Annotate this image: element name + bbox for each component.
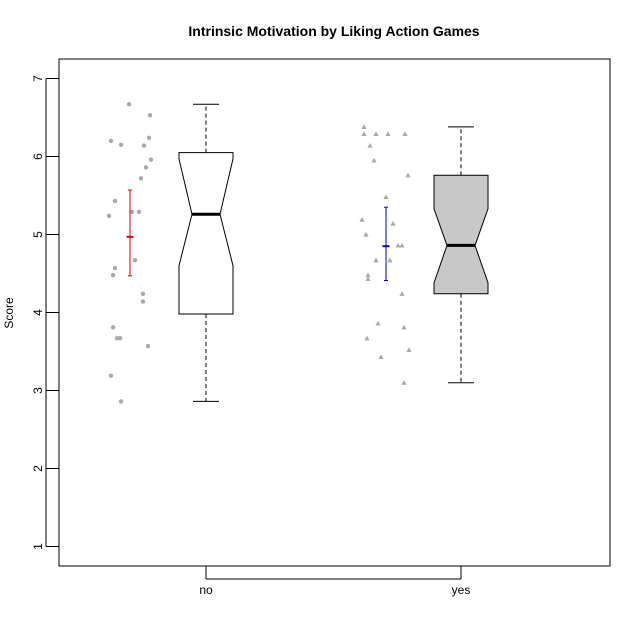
data-point [118, 142, 124, 147]
means-layer [126, 189, 390, 282]
data-point [375, 320, 381, 326]
data-point [108, 373, 114, 378]
data-point [405, 172, 411, 178]
y-tick-label: 7 [31, 75, 45, 82]
data-point [365, 272, 371, 278]
y-axis-label: Score [2, 297, 16, 329]
data-point [385, 131, 391, 136]
data-point [136, 209, 142, 215]
data-point [361, 131, 367, 136]
data-point [406, 347, 412, 353]
y-tick-label: 4 [31, 309, 45, 316]
data-point [118, 399, 124, 404]
data-point [373, 257, 379, 263]
data-point [145, 343, 151, 349]
data-point [395, 242, 401, 248]
data-point [106, 213, 112, 218]
data-point [108, 138, 114, 144]
data-point [147, 112, 153, 118]
chart-title: Intrinsic Motivation by Liking Action Ga… [188, 23, 479, 39]
data-point [364, 335, 370, 341]
data-point [110, 272, 116, 278]
points-layer [106, 102, 412, 404]
data-point [401, 380, 407, 385]
data-point [390, 220, 396, 226]
y-tick-label: 5 [31, 231, 45, 238]
data-point [146, 135, 152, 140]
x-tick-label: no [199, 583, 213, 597]
data-point [126, 102, 132, 107]
plot-area-frame [58, 58, 611, 567]
data-point [359, 217, 365, 222]
data-point [140, 299, 146, 304]
box-body [433, 174, 489, 295]
boxes-layer [178, 103, 489, 402]
data-point [361, 124, 367, 129]
data-point [373, 131, 379, 136]
data-point [399, 242, 405, 248]
data-point [371, 157, 377, 163]
data-point [138, 176, 144, 181]
data-point [140, 291, 146, 296]
data-point [112, 265, 118, 271]
data-point [367, 142, 373, 148]
axes-layer: 1 2 3 4 5 6 7 no yes [31, 75, 470, 597]
data-point [387, 257, 393, 263]
data-point [110, 325, 116, 330]
data-point [148, 157, 154, 162]
data-point [141, 143, 147, 148]
data-point [399, 291, 405, 296]
data-point [383, 194, 389, 200]
y-tick-label: 3 [31, 387, 45, 394]
y-tick-label: 2 [31, 465, 45, 472]
box-body [178, 152, 234, 315]
data-point [402, 131, 408, 136]
x-tick-label: yes [452, 583, 471, 597]
data-point [363, 231, 369, 237]
data-point [378, 354, 384, 360]
data-point [114, 336, 120, 341]
data-point [365, 276, 371, 282]
data-point [112, 198, 118, 204]
y-tick-label: 6 [31, 153, 45, 160]
data-point [132, 258, 138, 263]
data-point [143, 165, 149, 170]
data-point [129, 209, 135, 215]
y-tick-label: 1 [31, 543, 45, 550]
data-point [401, 324, 407, 330]
